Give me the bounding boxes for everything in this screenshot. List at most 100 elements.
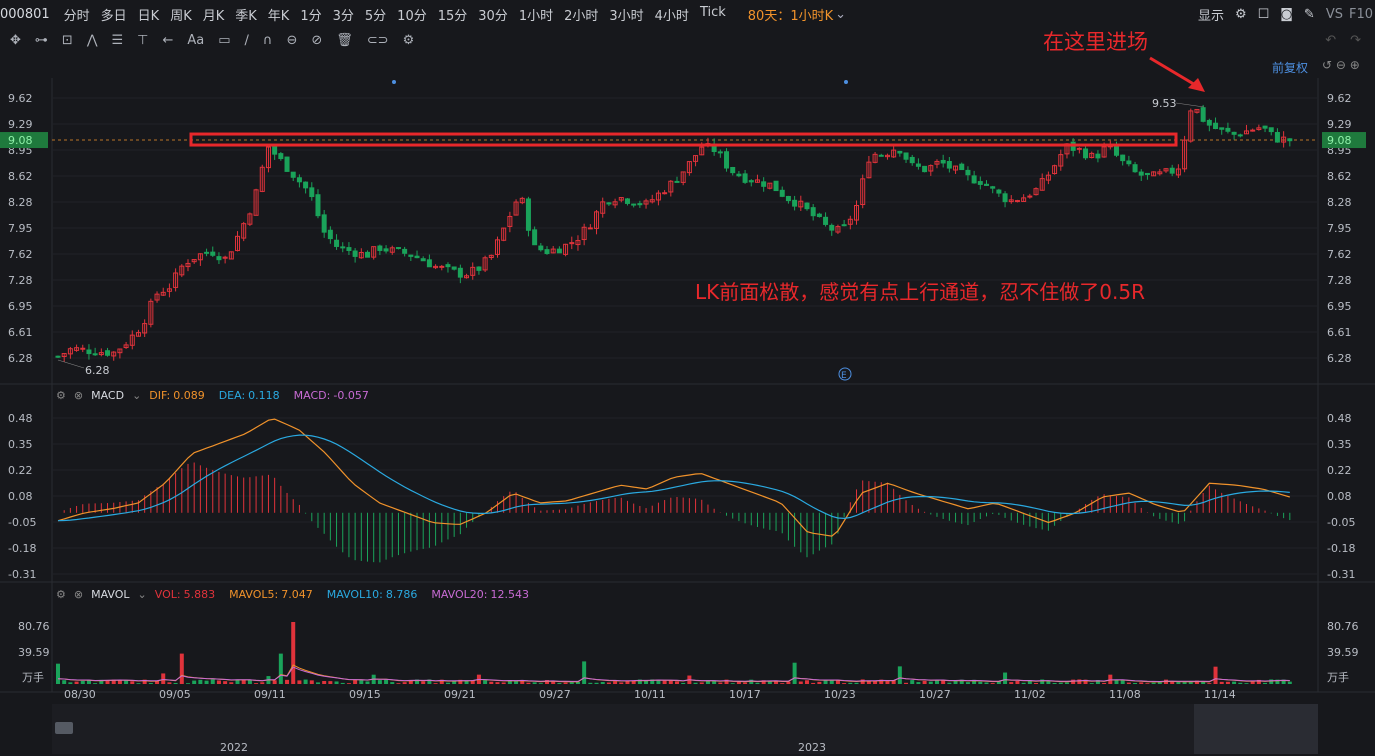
close-icon[interactable]: ⊗ bbox=[73, 587, 84, 601]
period-tab[interactable]: 10分 bbox=[397, 8, 427, 24]
date-label: 10/23 bbox=[824, 688, 856, 701]
link-icon[interactable]: ⊂⊃ bbox=[366, 32, 389, 48]
period-tab[interactable]: Tick bbox=[699, 4, 726, 20]
period-tab[interactable]: 季K bbox=[235, 8, 257, 24]
period-tab[interactable]: 1分 bbox=[300, 8, 322, 24]
fuquan-button[interactable]: 前复权 bbox=[1272, 61, 1309, 75]
candle-body bbox=[408, 254, 414, 257]
date-label: 10/11 bbox=[634, 688, 666, 701]
period-tab[interactable]: 4小时 bbox=[654, 8, 689, 24]
volume-bar bbox=[934, 680, 939, 684]
pencil-icon[interactable]: ∕ bbox=[244, 32, 249, 48]
period-tab[interactable]: 多日 bbox=[100, 8, 127, 24]
dif-line bbox=[57, 418, 1290, 537]
volume-bar bbox=[582, 661, 587, 684]
volume-bar bbox=[761, 680, 766, 684]
date-label: 11/14 bbox=[1204, 688, 1236, 701]
candle-body bbox=[1157, 171, 1163, 175]
candle-body bbox=[860, 178, 866, 206]
redo-icon[interactable]: ↷ bbox=[1350, 32, 1361, 48]
volume-bar bbox=[990, 683, 995, 684]
ma10-label: MAVOL10: bbox=[326, 587, 383, 601]
zoom-controls[interactable]: ↺ ⊖ ⊕ bbox=[1322, 58, 1360, 72]
volume-bar bbox=[953, 681, 958, 684]
volume-bar bbox=[359, 680, 364, 684]
navigator-year: 2023 bbox=[798, 741, 826, 754]
period-tab[interactable]: 3小时 bbox=[609, 8, 644, 24]
channel-tool-icon[interactable]: ☰ bbox=[111, 32, 124, 48]
volume-bar bbox=[563, 682, 568, 684]
volume-bar bbox=[1052, 683, 1057, 684]
period-tab[interactable]: 年K bbox=[267, 8, 290, 24]
volume-bar bbox=[1102, 682, 1107, 684]
period-tab[interactable]: 月K bbox=[202, 8, 225, 24]
period-tab[interactable]: 3分 bbox=[332, 8, 354, 24]
candle-body bbox=[823, 216, 829, 225]
line-tool-icon[interactable]: ⊶ bbox=[34, 32, 48, 48]
period-tab[interactable]: 30分 bbox=[478, 8, 508, 24]
macd-tick-right: 0.08 bbox=[1327, 490, 1352, 503]
comment-icon[interactable]: ▭ bbox=[218, 32, 231, 48]
period-tab[interactable]: 1小时 bbox=[518, 8, 554, 24]
candle-body bbox=[241, 223, 247, 239]
candle-body bbox=[915, 163, 921, 167]
resistance-box bbox=[189, 132, 1178, 147]
settings-icon[interactable]: ⚙ bbox=[402, 32, 415, 48]
candle-body bbox=[222, 256, 228, 259]
candle-body bbox=[1231, 131, 1237, 135]
volume-bar bbox=[111, 679, 116, 684]
lock-icon[interactable]: ⊖ bbox=[286, 32, 298, 48]
undo-icon[interactable]: ↶ bbox=[1325, 32, 1337, 48]
vol-tick-right: 39.59 bbox=[1327, 646, 1359, 659]
period-tab[interactable]: 周K bbox=[170, 8, 192, 24]
volume-bar bbox=[854, 682, 859, 684]
candle-body bbox=[1163, 168, 1169, 172]
gear-icon[interactable]: ⚙ bbox=[56, 388, 66, 402]
chevron-down-icon[interactable]: ⌄ bbox=[132, 388, 142, 402]
vol-value: 5.883 bbox=[183, 587, 216, 601]
period-tab[interactable]: 15分 bbox=[437, 8, 468, 24]
candle-body bbox=[674, 180, 680, 183]
arrow-tool-icon[interactable]: ← bbox=[162, 32, 174, 48]
volume-bar bbox=[829, 680, 834, 684]
period-tab[interactable]: 5分 bbox=[364, 8, 387, 24]
active-period-selector[interactable]: 80天：1小时K bbox=[747, 8, 834, 24]
chevron-down-icon[interactable]: ⌄ bbox=[137, 587, 147, 601]
camera-icon[interactable]: ◙ bbox=[1280, 6, 1293, 22]
magnet-icon[interactable]: ∩ bbox=[262, 32, 273, 48]
candle-body bbox=[204, 251, 210, 254]
text-tool-icon[interactable]: Aa bbox=[187, 32, 205, 48]
pen-icon[interactable]: ✎ bbox=[1303, 6, 1315, 22]
f10-button[interactable]: F10 bbox=[1348, 6, 1373, 22]
vs-button[interactable]: VS bbox=[1325, 6, 1343, 22]
window-icon[interactable]: ☐ bbox=[1257, 6, 1270, 22]
period-tab[interactable]: 2小时 bbox=[564, 8, 599, 24]
mavol-name[interactable]: MAVOL bbox=[91, 587, 130, 601]
move-icon[interactable]: ✥ bbox=[10, 32, 21, 48]
polyline-tool-icon[interactable]: ⋀ bbox=[86, 32, 98, 48]
volume-bar bbox=[551, 680, 556, 684]
period-tab[interactable]: 分时 bbox=[63, 8, 90, 24]
trash-icon[interactable]: 🗑 bbox=[336, 32, 353, 48]
fib-tool-icon[interactable]: ⊤ bbox=[137, 32, 149, 48]
display-menu[interactable]: 显示 bbox=[1197, 8, 1224, 24]
gear-icon[interactable]: ⚙ bbox=[1234, 6, 1247, 22]
chevron-down-icon[interactable]: ⌄ bbox=[835, 6, 847, 22]
macd-tick-left: -0.31 bbox=[8, 568, 36, 581]
close-icon[interactable]: ⊗ bbox=[73, 388, 84, 402]
volume-bar bbox=[315, 682, 320, 684]
dea-label: DEA: bbox=[218, 388, 246, 402]
candle-body bbox=[940, 159, 946, 164]
volume-bar bbox=[99, 679, 104, 684]
rect-tool-icon[interactable]: ⊡ bbox=[61, 32, 73, 48]
volume-bar bbox=[1015, 680, 1020, 684]
candle-body bbox=[278, 153, 284, 160]
period-toolbar: 000801 分时 多日 日K 周K 月K 季K 年K 1分 3分 5分 10分 15分 30分 1小时 2… bbox=[0, 0, 1375, 28]
period-tab[interactable]: 日K bbox=[137, 8, 160, 24]
gear-icon[interactable]: ⚙ bbox=[56, 587, 66, 601]
volume-bar bbox=[142, 679, 147, 684]
vol-label: VOL: bbox=[154, 587, 181, 601]
price-chart[interactable]: 9.62 9.629.29 9.298.95 8.958.62 8.628.28 8.28… bbox=[0, 52, 1375, 756]
hide-icon[interactable]: ⊘ bbox=[311, 32, 323, 48]
macd-name[interactable]: MACD bbox=[91, 388, 125, 402]
